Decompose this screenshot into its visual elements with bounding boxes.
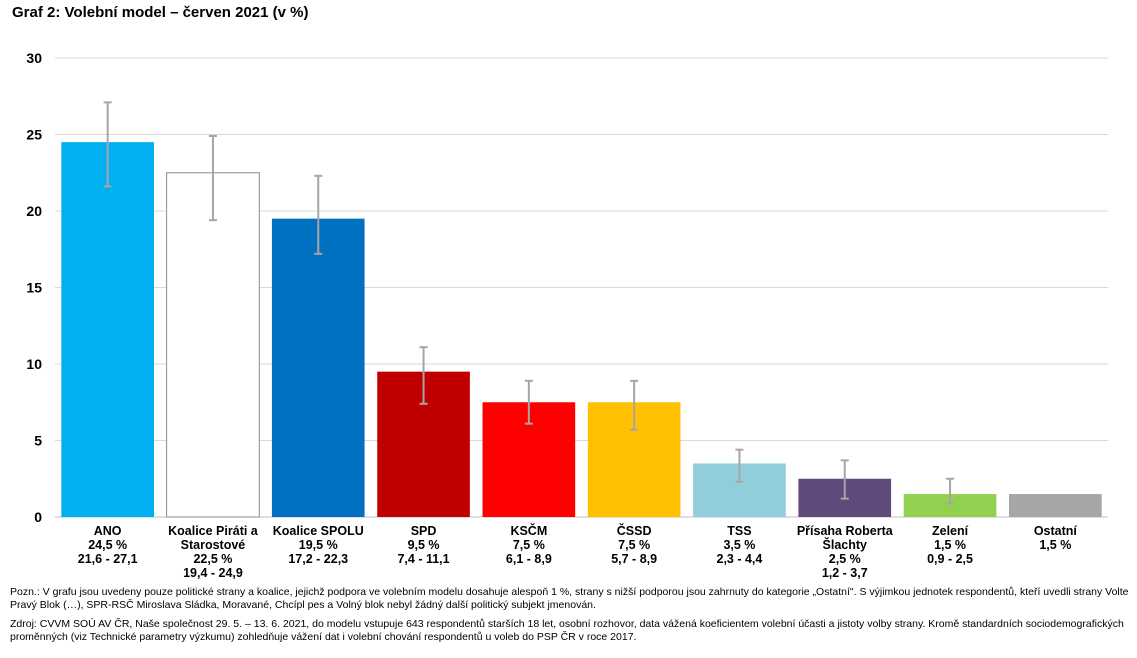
category-label: ANO	[94, 524, 122, 538]
category-label: Zelení	[932, 524, 969, 538]
y-tick-label: 25	[26, 127, 42, 143]
y-tick-label: 20	[26, 203, 42, 219]
y-tick-label: 30	[26, 50, 42, 66]
category-label: Ostatní	[1034, 524, 1078, 538]
value-label: 1,5 %	[1039, 538, 1071, 552]
category-label: Koalice Piráti a	[168, 524, 259, 538]
bar	[1009, 494, 1102, 517]
category-label: Koalice SPOLU	[273, 524, 364, 538]
range-label: 21,6 - 27,1	[78, 552, 138, 566]
value-label: 1,5 %	[934, 538, 966, 552]
range-label: 19,4 - 24,9	[183, 566, 243, 580]
value-label: 7,5 %	[513, 538, 545, 552]
value-label: 24,5 %	[88, 538, 127, 552]
y-tick-label: 0	[34, 509, 42, 525]
range-label: 5,7 - 8,9	[611, 552, 657, 566]
chart-note: Pozn.: V grafu jsou uvedeny pouze politi…	[10, 586, 1129, 611]
chart-source: Zdroj: CVVM SOÚ AV ČR, Naše společnost 2…	[10, 618, 1124, 643]
chart-title: Graf 2: Volební model – červen 2021 (v %…	[12, 4, 309, 21]
range-label: 6,1 - 8,9	[506, 552, 552, 566]
value-label: 7,5 %	[618, 538, 650, 552]
value-label: 2,5 %	[829, 552, 861, 566]
y-tick-label: 5	[34, 433, 42, 449]
value-label: 19,5 %	[299, 538, 338, 552]
range-label: 7,4 - 11,1	[397, 552, 449, 566]
range-label: 2,3 - 4,4	[717, 552, 763, 566]
range-label: 0,9 - 2,5	[927, 552, 973, 566]
value-label: 9,5 %	[408, 538, 440, 552]
bar	[166, 172, 260, 518]
category-label: Starostové	[181, 538, 246, 552]
category-label: TSS	[727, 524, 751, 538]
bar	[61, 142, 154, 517]
category-label: SPD	[411, 524, 437, 538]
range-label: 1,2 - 3,7	[822, 566, 868, 580]
category-label: KSČM	[510, 523, 547, 538]
value-label: 3,5 %	[723, 538, 755, 552]
range-label: 17,2 - 22,3	[288, 552, 348, 566]
y-tick-label: 10	[26, 356, 42, 372]
category-label: Přísaha Roberta	[797, 524, 894, 538]
bar	[903, 494, 997, 517]
category-label: ČSSD	[617, 523, 652, 538]
category-label: Šlachty	[823, 537, 868, 552]
bar	[271, 218, 365, 517]
value-label: 22,5 %	[193, 552, 232, 566]
y-tick-label: 15	[26, 280, 42, 296]
